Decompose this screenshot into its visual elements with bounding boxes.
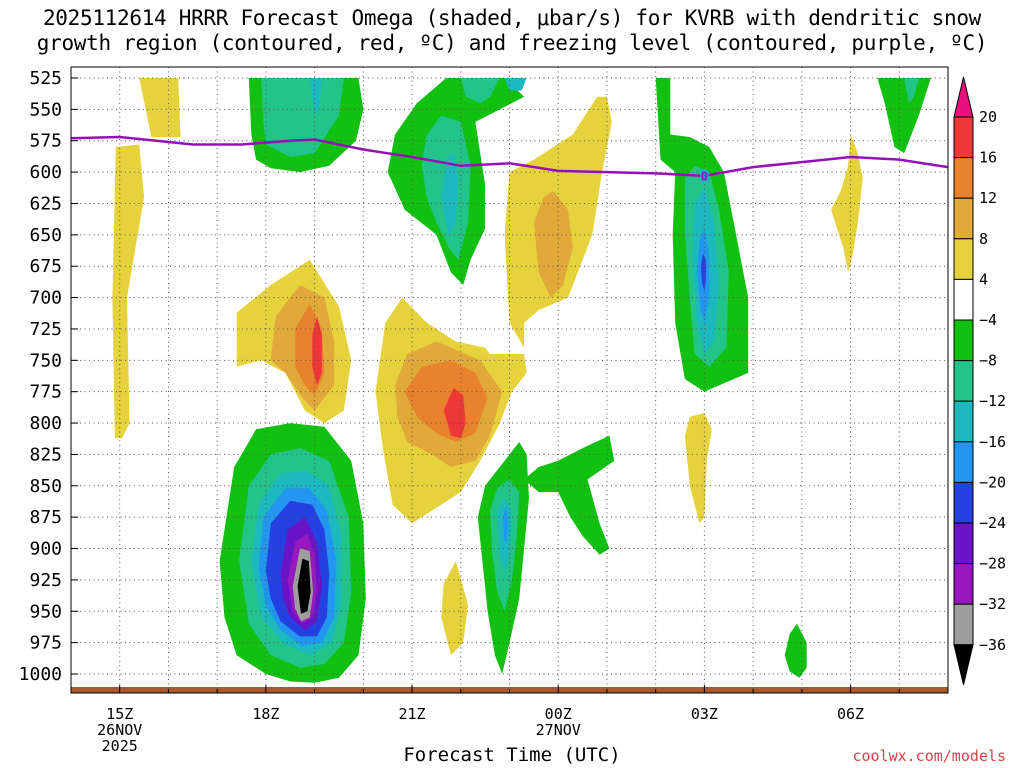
x-tick-label-24-0: 00Z — [545, 705, 572, 723]
omega-region-negative-omega-07z-10 — [904, 78, 919, 104]
x-tick-label-15-2: 2025 — [102, 737, 138, 755]
y-tick-label-975: 975 — [29, 633, 62, 654]
colorbar-top-arrow — [953, 76, 974, 118]
omega-region-negative-omega-07z — [877, 78, 931, 154]
colorbar-swatch-11 — [953, 563, 974, 605]
y-tick-label-825: 825 — [29, 444, 62, 465]
y-tick-label-675: 675 — [29, 256, 62, 277]
colorbar-label-12: −32 — [979, 595, 1006, 613]
colorbar-swatch-9 — [953, 481, 974, 524]
x-tick-label-27-0: 03Z — [691, 705, 718, 723]
colorbar-label-9: −20 — [979, 473, 1006, 491]
y-axis: 525 550 575 600 625 650 675 700 725 750 775 800 825 8… — [19, 68, 78, 685]
title-line-1: 2025112614 HRRR Forecast Omega (shaded, … — [42, 6, 982, 30]
y-tick-label-625: 625 — [29, 193, 62, 214]
x-tick-label-15-0: 15Z — [106, 705, 133, 723]
omega-region-negative-omega-21z-14 — [441, 153, 459, 235]
y-tick-label-525: 525 — [29, 68, 62, 89]
omega-shading — [112, 78, 931, 683]
y-tick-label-950: 950 — [29, 601, 62, 622]
colorbar-label-1: 16 — [979, 149, 997, 167]
omega-region-negative-omega-18z-top-10 — [261, 78, 344, 157]
omega-region-positive-omega-19z-16 — [312, 316, 322, 386]
y-tick-label-775: 775 — [29, 382, 62, 403]
colorbar-label-13: −36 — [979, 636, 1006, 654]
omega-region-positive-omega-22z-12 — [404, 360, 488, 442]
y-tick-label-850: 850 — [29, 476, 62, 497]
x-axis-label: Forecast Time (UTC) — [403, 744, 621, 766]
omega-region-positive-omega-15z — [112, 144, 145, 439]
colorbar-label-5: −4 — [979, 311, 997, 329]
chart-title: 2025112614 HRRR Forecast Omega (shaded, … — [0, 6, 1024, 56]
x-tick-label-21-0: 21Z — [399, 705, 426, 723]
y-tick-label-925: 925 — [29, 570, 62, 591]
y-tick-label-1000: 1000 — [19, 664, 62, 685]
y-tick-label-875: 875 — [29, 507, 62, 528]
colorbar-swatch-1 — [953, 157, 974, 199]
y-tick-label-550: 550 — [29, 99, 62, 120]
y-tick-label-750: 750 — [29, 350, 62, 371]
y-tick-label-700: 700 — [29, 288, 62, 309]
freezing-level-line — [71, 135, 948, 178]
colorbar-swatch-4 — [953, 278, 974, 321]
omega-region-negative-omega-05z-low — [784, 623, 807, 678]
colorbar: 20 16 12 8 4 −4 −8 −12 −16 −20 −24 −28 −32 −36 — [953, 76, 1006, 685]
y-tick-label-800: 800 — [29, 413, 62, 434]
y-tick-label-725: 725 — [29, 319, 62, 340]
omega-region-negative-omega-18z-top-14 — [309, 78, 322, 116]
colorbar-swatch-2 — [953, 197, 974, 240]
omega-region-negative-omega-03z-22 — [701, 253, 706, 292]
omega-region-negative-omega-23z-top — [504, 78, 527, 91]
freezing-level-label: 0 — [701, 169, 708, 183]
colorbar-label-2: 12 — [979, 189, 997, 207]
omega-region-negative-omega-23z-low-18 — [503, 504, 508, 543]
colorbar-label-8: −16 — [979, 433, 1006, 451]
omega-region-positive-omega-22z-low — [441, 561, 469, 656]
colorbar-swatch-3 — [953, 238, 974, 280]
omega-region-positive-omega-00z-8 — [533, 190, 573, 298]
colorbar-label-0: 20 — [979, 108, 997, 126]
omega-region-positive-omega-16z — [139, 78, 181, 137]
y-tick-label-575: 575 — [29, 131, 62, 152]
x-tick-label-30-0: 06Z — [837, 705, 864, 723]
x-tick-label-18-0: 18Z — [252, 705, 279, 723]
colorbar-label-4: 4 — [979, 270, 988, 288]
colorbar-label-3: 8 — [979, 230, 988, 248]
colorbar-label-10: −24 — [979, 514, 1006, 532]
colorbar-label-7: −12 — [979, 392, 1006, 410]
colorbar-swatch-8 — [953, 441, 974, 483]
colorbar-swatch-10 — [953, 522, 974, 565]
colorbar-swatch-0 — [953, 116, 974, 159]
colorbar-label-11: −28 — [979, 555, 1006, 573]
site-credit: coolwx.com/models — [852, 747, 1006, 765]
omega-region-positive-omega-22z-16 — [443, 387, 466, 439]
y-tick-label-600: 600 — [29, 162, 62, 183]
freezing-level-label-bg — [700, 169, 709, 182]
y-tick-label-900: 900 — [29, 539, 62, 560]
title-line-2: growth region (contoured, red, ºC) and f… — [36, 31, 988, 55]
colorbar-swatch-5 — [953, 319, 974, 362]
colorbar-swatch-12 — [953, 603, 974, 646]
freezing-level-layer: 0 — [71, 135, 948, 183]
colorbar-bottom-arrow — [953, 644, 974, 685]
x-tick-label-24-1: 27NOV — [536, 721, 581, 739]
omega-region-positive-omega-03z — [684, 413, 712, 524]
omega-region-negative-omega-22z-top — [460, 78, 500, 104]
omega-region-negative-omega-00z-low — [524, 435, 615, 555]
omega-region-positive-omega-06z — [831, 134, 863, 273]
y-tick-label-650: 650 — [29, 225, 62, 246]
colorbar-swatch-7 — [953, 400, 974, 443]
omega-region-negative-omega-19z-low-38 — [297, 558, 311, 614]
x-tick-label-15-1: 26NOV — [97, 721, 142, 739]
colorbar-swatch-6 — [953, 360, 974, 402]
colorbar-label-6: −8 — [979, 352, 997, 370]
